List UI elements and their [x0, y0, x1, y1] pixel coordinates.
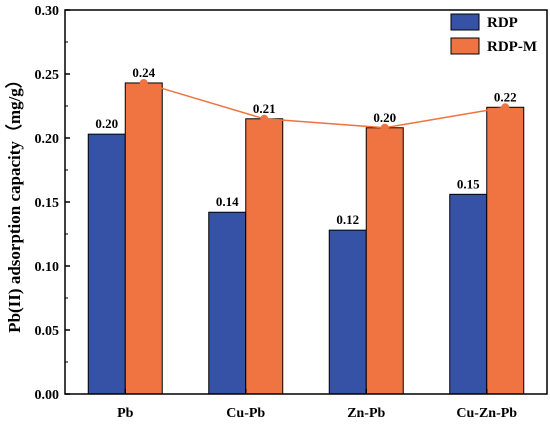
legend-label-rdp: RDP	[487, 15, 518, 31]
y-tick-label: 0.00	[35, 388, 60, 403]
y-axis-title: Pb(II) adsorption capacity（mg/g）	[4, 71, 24, 333]
trend-line	[143, 82, 506, 129]
bar-rdp-cu-zn-pb	[449, 193, 488, 395]
trend-point	[260, 114, 269, 123]
bar-rdp-cu-pb	[208, 211, 247, 395]
y-axis: 0.00 0.05 0.10 0.15 0.20 0.25 0.30	[35, 4, 70, 403]
y-tick-label: 0.05	[35, 324, 60, 339]
bar-rdp-zn-pb	[328, 229, 367, 395]
bar-rdp-m-zn-pb	[365, 127, 404, 395]
data-label: 0.20	[95, 116, 118, 131]
x-axis: Pb Cu-Pb Zn-Pb Cu-Zn-Pb	[117, 389, 517, 421]
bar-rdp-pb	[87, 133, 126, 395]
y-tick-label: 0.15	[35, 196, 60, 211]
legend-label-rdp-m: RDP-M	[487, 39, 537, 55]
data-label: 0.14	[216, 194, 239, 209]
data-label: 0.22	[494, 89, 517, 104]
y-tick-label: 0.25	[35, 68, 60, 83]
x-tick-label: Cu-Pb	[226, 406, 265, 421]
legend: RDP RDP-M	[450, 13, 537, 55]
data-label: 0.15	[457, 176, 480, 191]
y-tick-label: 0.30	[35, 4, 60, 19]
data-label: 0.21	[253, 101, 276, 116]
bar-rdp-m-pb	[124, 82, 163, 395]
legend-swatch-rdp	[450, 13, 480, 31]
x-tick-label: Pb	[117, 406, 134, 421]
data-labels-layer: 0.20 0.14 0.12 0.15 0.24 0.21 0.20 0.22	[95, 65, 516, 227]
data-label: 0.20	[373, 110, 396, 125]
data-label: 0.24	[132, 65, 155, 80]
legend-swatch-rdp-m	[450, 37, 480, 55]
trend-point	[139, 78, 148, 87]
data-label: 0.12	[336, 212, 359, 227]
bar-rdp-m-cu-pb	[245, 118, 284, 395]
trend-line-layer	[139, 78, 510, 132]
bars-layer	[87, 82, 525, 395]
y-tick-label: 0.10	[35, 260, 60, 275]
x-tick-label: Zn-Pb	[347, 406, 385, 421]
bar-rdp-m-cu-zn-pb	[486, 106, 525, 395]
x-tick-label: Cu-Zn-Pb	[456, 406, 517, 421]
y-tick-label: 0.20	[35, 132, 60, 147]
trend-point	[380, 123, 389, 132]
trend-point	[501, 103, 510, 112]
